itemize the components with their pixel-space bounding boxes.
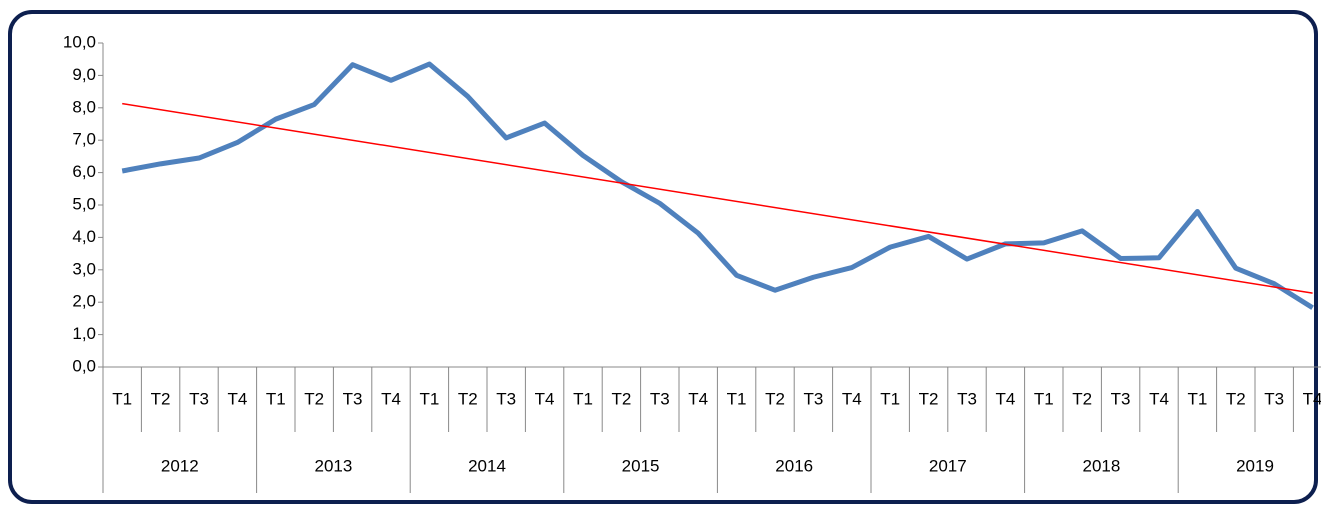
x-tick-label: T3	[650, 389, 670, 408]
x-tick-label: T3	[803, 389, 823, 408]
frame	[8, 10, 1318, 504]
x-tick-label: T4	[227, 389, 247, 408]
x-tick-label: T3	[957, 389, 977, 408]
x-tick-label: T4	[381, 389, 401, 408]
y-tick-label: 8,0	[72, 97, 96, 116]
x-tick-label: T3	[496, 389, 516, 408]
x-tick-label: T2	[458, 389, 478, 408]
x-tick-label: T4	[688, 389, 708, 408]
year-label: 2019	[1236, 456, 1274, 475]
y-tick-label: 1,0	[72, 324, 96, 343]
y-tick-label: 3,0	[72, 259, 96, 278]
x-tick-label: T3	[1264, 389, 1284, 408]
trend-line	[122, 102, 1313, 294]
x-tick-label: T1	[1034, 389, 1054, 408]
y-tick-label: 4,0	[72, 227, 96, 246]
year-label: 2016	[775, 456, 813, 475]
series-line	[121, 61, 1314, 310]
x-tick-label: T2	[919, 389, 939, 408]
y-tick-label: 2,0	[72, 292, 96, 311]
x-tick-label: T1	[266, 389, 286, 408]
x-tick-label: T3	[343, 389, 363, 408]
y-tick-label: 0,0	[72, 356, 96, 375]
x-tick-label: T2	[151, 389, 171, 408]
x-tick-label: T2	[1072, 389, 1092, 408]
x-tick-label: T3	[189, 389, 209, 408]
x-tick-label: T2	[611, 389, 631, 408]
x-tick-label: T4	[842, 389, 862, 408]
year-label: 2014	[468, 456, 506, 475]
year-label: 2012	[161, 456, 199, 475]
x-tick-label: T2	[304, 389, 324, 408]
y-tick-label: 7,0	[72, 130, 96, 149]
x-tick-label: T4	[535, 389, 555, 408]
y-tick-label: 10,0	[63, 32, 96, 51]
x-tick-label: T4	[995, 389, 1015, 408]
year-label: 2015	[622, 456, 660, 475]
year-label: 2018	[1082, 456, 1120, 475]
x-tick-label: T3	[1111, 389, 1131, 408]
y-tick-label: 6,0	[72, 162, 96, 181]
x-tick-label: T4	[1303, 389, 1321, 408]
y-tick-label: 5,0	[72, 194, 96, 213]
x-tick-label: T1	[1187, 389, 1207, 408]
x-tick-label: T1	[880, 389, 900, 408]
x-tick-label: T1	[419, 389, 439, 408]
year-label: 2013	[314, 456, 352, 475]
x-tick-label: T4	[1149, 389, 1169, 408]
x-tick-label: T1	[727, 389, 747, 408]
x-tick-label: T2	[765, 389, 785, 408]
x-tick-label: T2	[1226, 389, 1246, 408]
y-tick-label: 9,0	[72, 65, 96, 84]
year-label: 2017	[929, 456, 967, 475]
x-tick-label: T1	[112, 389, 132, 408]
x-tick-label: T1	[573, 389, 593, 408]
